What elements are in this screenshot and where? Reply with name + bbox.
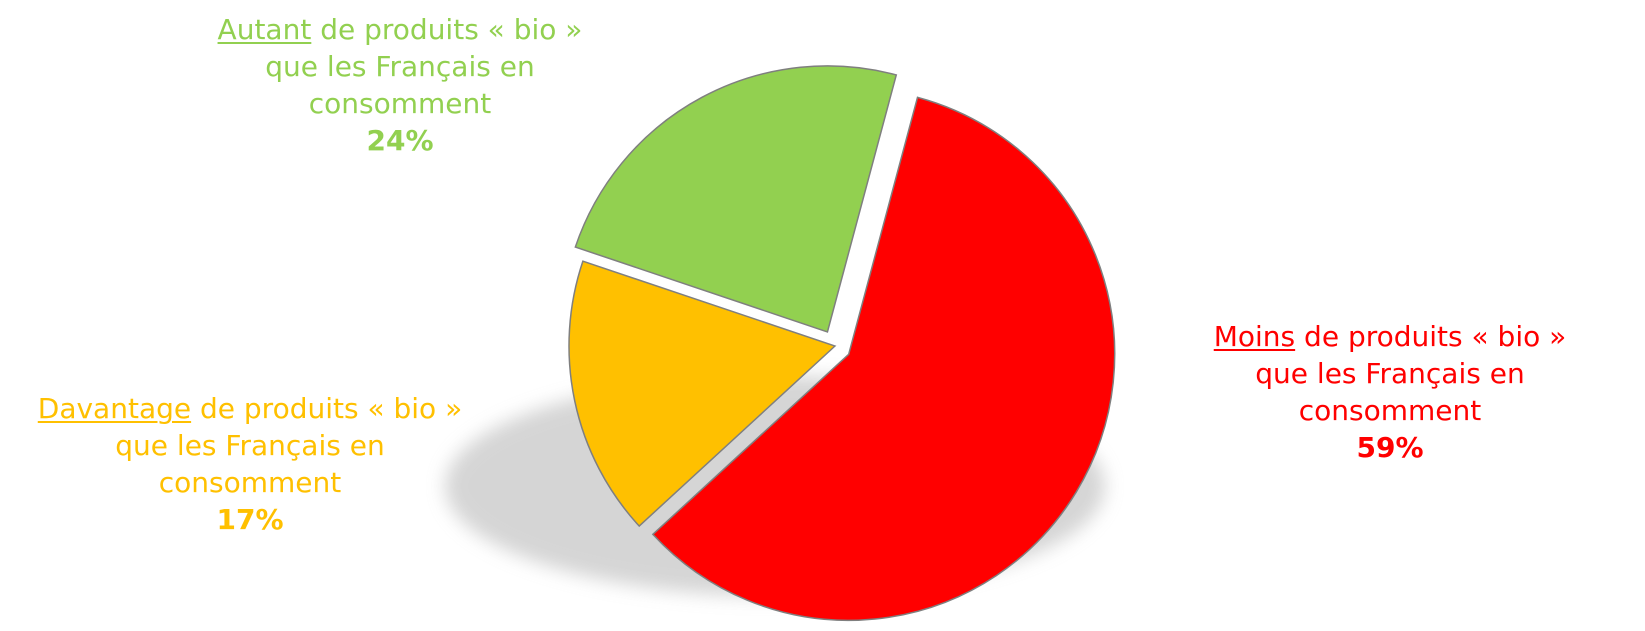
slice-label-moins: Moins de produits « bio » que les França… [1140, 318, 1640, 466]
slice-label-autant-line3: consomment [308, 87, 492, 120]
slice-label-davantage-line2: que les Français en [115, 429, 385, 462]
slice-label-autant: Autant de produits « bio » que les Franç… [150, 11, 650, 159]
slice-label-davantage-line3: consomment [158, 466, 342, 499]
slice-label-davantage-keyword: Davantage [37, 392, 192, 425]
pie-slice-autant [574, 65, 898, 333]
pie-slice-moins [651, 96, 1116, 622]
slice-label-moins-keyword: Moins [1213, 320, 1296, 353]
pie-slices [568, 65, 1116, 622]
slice-label-moins-line3: consomment [1298, 394, 1482, 427]
slice-value-autant: 24% [366, 124, 434, 157]
slice-label-davantage-line1-rest: de produits « bio » [191, 392, 463, 425]
pie-slice-davantage [568, 260, 837, 528]
slice-label-moins-line2: que les Français en [1255, 357, 1525, 390]
slice-value-moins: 59% [1356, 431, 1424, 464]
slice-label-autant-line2: que les Français en [265, 50, 535, 83]
slice-label-davantage: Davantage de produits « bio » que les Fr… [0, 390, 500, 538]
slice-label-autant-line1-rest: de produits « bio » [311, 13, 583, 46]
slice-value-davantage: 17% [216, 503, 284, 536]
slice-label-autant-keyword: Autant [217, 13, 312, 46]
slice-label-moins-line1-rest: de produits « bio » [1295, 320, 1567, 353]
